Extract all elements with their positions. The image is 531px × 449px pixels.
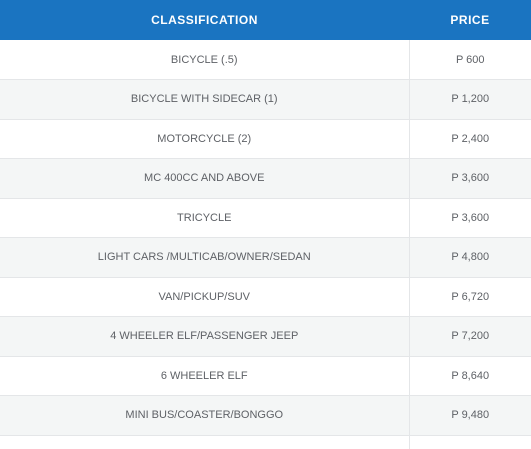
table-row: VAN/PICKUP/SUV P 6,720 (0, 277, 531, 317)
price-header: PRICE (450, 13, 490, 27)
classification-cell-empty (0, 435, 409, 449)
table-header: CLASSIFICATION PRICE (0, 0, 531, 40)
classification-cell: 4 WHEELER ELF/PASSENGER JEEP (0, 316, 409, 357)
classification-cell: LIGHT CARS /MULTICAB/OWNER/SEDAN (0, 237, 409, 278)
price-cell: P 3,600 (408, 198, 531, 238)
price-cell: P 6,720 (408, 277, 531, 317)
classification-cell: TRICYCLE (0, 198, 409, 238)
price-cell: P 1,200 (408, 79, 531, 120)
table-row: MOTORCYCLE (2) P 2,400 (0, 119, 531, 159)
classification-cell: MINI BUS/COASTER/BONGGO (0, 395, 409, 436)
price-cell: P 8,640 (408, 356, 531, 396)
price-cell: P 4,800 (408, 237, 531, 278)
table-row: 4 WHEELER ELF/PASSENGER JEEP P 7,200 (0, 316, 531, 357)
header-row: CLASSIFICATION PRICE (0, 0, 531, 40)
price-cell: P 3,600 (408, 158, 531, 199)
classification-cell: MC 400CC AND ABOVE (0, 158, 409, 199)
price-cell: P 9,480 (408, 395, 531, 436)
classification-cell: BICYCLE WITH SIDECAR (1) (0, 79, 409, 120)
table-row: LIGHT CARS /MULTICAB/OWNER/SEDAN P 4,800 (0, 237, 531, 278)
classification-cell: BICYCLE (.5) (0, 40, 409, 80)
table-row: TRICYCLE P 3,600 (0, 198, 531, 238)
price-cell: P 7,200 (408, 316, 531, 357)
partial-row (0, 435, 531, 449)
table-row: MC 400CC AND ABOVE P 3,600 (0, 158, 531, 199)
price-cell-empty (408, 435, 531, 449)
classification-header: CLASSIFICATION (151, 13, 258, 27)
classification-cell: 6 WHEELER ELF (0, 356, 409, 396)
table-row: 6 WHEELER ELF P 8,640 (0, 356, 531, 396)
price-cell: P 600 (408, 40, 531, 80)
table-row: BICYCLE WITH SIDECAR (1) P 1,200 (0, 79, 531, 120)
table-row: MINI BUS/COASTER/BONGGO P 9,480 (0, 395, 531, 436)
price-cell: P 2,400 (408, 119, 531, 159)
table-body: BICYCLE (.5) P 600 BICYCLE WITH SIDECAR … (0, 40, 531, 449)
classification-cell: MOTORCYCLE (2) (0, 119, 409, 159)
table-row: BICYCLE (.5) P 600 (0, 40, 531, 80)
classification-cell: VAN/PICKUP/SUV (0, 277, 409, 317)
